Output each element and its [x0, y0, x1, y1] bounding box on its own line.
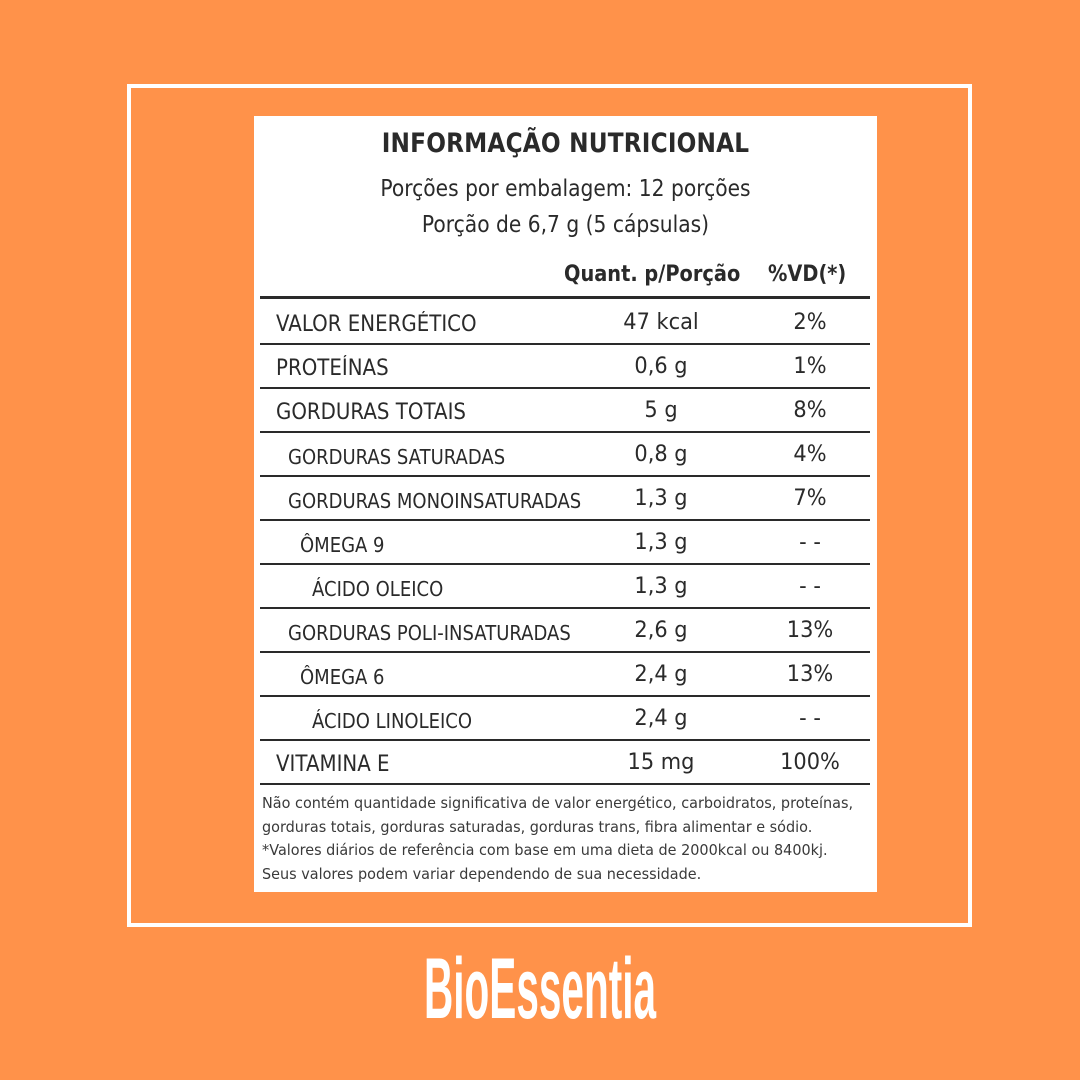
table-rule: [260, 431, 870, 433]
table-row: ÔMEGA 6 2,4 g 13%: [260, 651, 870, 695]
label-title: INFORMAÇÃO NUTRICIONAL: [381, 128, 750, 159]
column-header-quantity: Quant. p/Porção: [564, 262, 741, 287]
nutrient-daily-value: 100%: [780, 750, 840, 775]
table-rule: [260, 607, 870, 609]
nutrient-quantity: 1,3 g: [634, 486, 688, 511]
table-rule: [260, 695, 870, 697]
nutrient-daily-value: 4%: [793, 442, 827, 467]
table-rule: [260, 519, 870, 521]
table-rule: [260, 475, 870, 477]
table-rule: [260, 783, 870, 785]
bioessentia-logo-icon: BioEssentia: [424, 941, 657, 1028]
nutrient-daily-value: 2%: [793, 310, 827, 335]
nutrient-name: GORDURAS POLI-INSATURADAS: [288, 621, 571, 645]
footnote-line: Seus valores podem variar dependendo de …: [262, 864, 702, 883]
nutrient-quantity: 2,4 g: [634, 662, 688, 687]
nutrient-quantity: 2,6 g: [634, 618, 688, 643]
table-row: ÁCIDO LINOLEICO 2,4 g - -: [260, 695, 870, 739]
nutrient-quantity: 5 g: [644, 398, 678, 423]
nutrient-daily-value: - -: [799, 706, 821, 731]
table-row: VITAMINA E 15 mg 100%: [260, 739, 870, 783]
footnote-line: *Valores diários de referência com base …: [262, 841, 828, 859]
nutrient-name: GORDURAS TOTAIS: [276, 400, 466, 425]
serving-size: Porção de 6,7 g (5 cápsulas): [421, 212, 710, 238]
table-rule: [260, 387, 870, 389]
column-header-dv: %VD(*): [768, 262, 847, 287]
table-row: GORDURAS SATURADAS 0,8 g 4%: [260, 431, 870, 475]
nutrient-daily-value: 8%: [793, 398, 827, 423]
table-rule: [260, 343, 870, 345]
nutrient-name: ÁCIDO OLEICO: [312, 577, 444, 601]
table-rule: [260, 296, 870, 299]
nutrient-quantity: 47 kcal: [623, 310, 699, 335]
footnote-line: Não contém quantidade significativa de v…: [262, 794, 854, 812]
nutrient-daily-value: - -: [799, 574, 821, 599]
table-row: GORDURAS MONOINSATURADAS 1,3 g 7%: [260, 475, 870, 519]
footnote: Não contém quantidade significativa de v…: [262, 792, 854, 886]
nutrient-quantity: 1,3 g: [634, 574, 688, 599]
nutrient-name: GORDURAS SATURADAS: [288, 445, 506, 469]
nutrient-quantity: 1,3 g: [634, 530, 688, 555]
table-row: GORDURAS POLI-INSATURADAS 2,6 g 13%: [260, 607, 870, 651]
nutrient-daily-value: 1%: [793, 354, 827, 379]
nutrient-daily-value: 7%: [793, 486, 827, 511]
nutrient-daily-value: 13%: [786, 618, 834, 643]
white-frame-border: [127, 84, 972, 927]
nutrient-name: GORDURAS MONOINSATURADAS: [288, 489, 582, 513]
nutrient-name: VALOR ENERGÉTICO: [276, 312, 477, 337]
nutrient-name: VITAMINA E: [276, 752, 390, 777]
table-rule: [260, 651, 870, 653]
nutrient-name: PROTEÍNAS: [276, 356, 389, 381]
brand-logo: BioEssentia: [0, 938, 1080, 1032]
nutrient-quantity: 0,8 g: [634, 442, 688, 467]
nutrient-name: ÁCIDO LINOLEICO: [312, 709, 473, 733]
svg-text:BioEssentia: BioEssentia: [424, 941, 657, 1028]
table-row: GORDURAS TOTAIS 5 g 8%: [260, 387, 870, 431]
nutrient-name: ÔMEGA 9: [300, 533, 385, 557]
nutrient-quantity: 0,6 g: [634, 354, 688, 379]
table-row: VALOR ENERGÉTICO 47 kcal 2%: [260, 299, 870, 343]
footnote-line: gorduras totais, gorduras saturadas, gor…: [262, 817, 813, 836]
servings-per-package: Porções por embalagem: 12 porções: [380, 176, 751, 202]
nutrient-quantity: 15 mg: [627, 750, 695, 775]
nutrient-name: ÔMEGA 6: [300, 665, 385, 689]
table-row: ÁCIDO OLEICO 1,3 g - -: [260, 563, 870, 607]
table-rule: [260, 739, 870, 741]
table-row: ÔMEGA 9 1,3 g - -: [260, 519, 870, 563]
nutrition-label-panel: INFORMAÇÃO NUTRICIONAL Porções por embal…: [254, 116, 877, 892]
table-row: PROTEÍNAS 0,6 g 1%: [260, 343, 870, 387]
nutrient-daily-value: - -: [799, 530, 821, 555]
nutrient-daily-value: 13%: [786, 662, 834, 687]
nutrient-quantity: 2,4 g: [634, 706, 688, 731]
table-rule: [260, 563, 870, 565]
